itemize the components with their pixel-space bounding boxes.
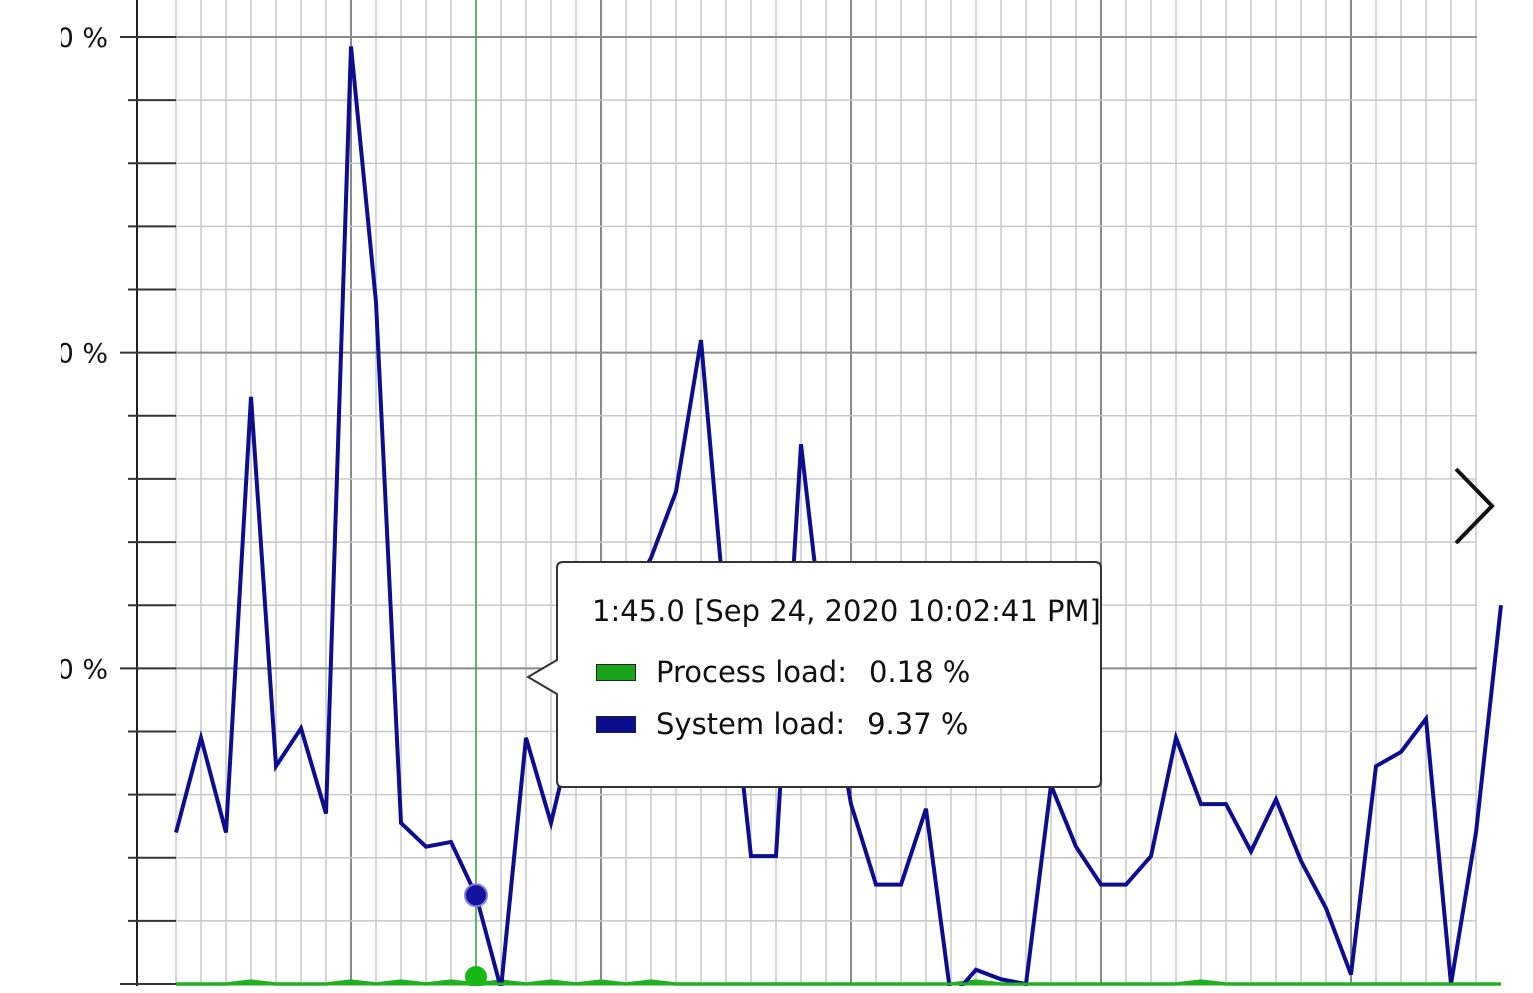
- system-load-label: System load:: [656, 707, 846, 741]
- tooltip-row-process-load: Process load: 0.18 %: [596, 654, 970, 690]
- process-load-marker: [465, 966, 487, 988]
- left-mask: [0, 0, 61, 993]
- y-tick-label: 0 %: [57, 654, 108, 685]
- process-load-value: 0.18 %: [868, 655, 971, 689]
- process-load-label: Process load:: [656, 655, 847, 689]
- y-axis: 0 % 0 % 0 %: [0, 0, 176, 993]
- tooltip-callout: [526, 561, 1102, 788]
- system-load-value: 9.37 %: [867, 707, 969, 741]
- y-tick-label: 0 %: [57, 23, 108, 54]
- chevron-right-icon[interactable]: [1448, 466, 1498, 546]
- data-tooltip: 1:45.0 [Sep 24, 2020 10:02:41 PM] Proces…: [525, 560, 1103, 789]
- chart-grid: [175, 0, 1477, 985]
- system-load-swatch: [596, 715, 636, 733]
- y-tick-label: 0 %: [57, 339, 108, 370]
- system-load-line: [174, 46, 1503, 993]
- system-load-marker: [464, 883, 488, 908]
- series-layer: [0, 46, 1533, 993]
- tooltip-row-system-load: System load: 9.37 %: [596, 706, 968, 742]
- bottom-edge-top: [0, 986, 1533, 993]
- tooltip-time-label: 1:45.0 [Sep 24, 2020 10:02:41 PM]: [592, 594, 1101, 628]
- process-load-swatch: [596, 663, 636, 681]
